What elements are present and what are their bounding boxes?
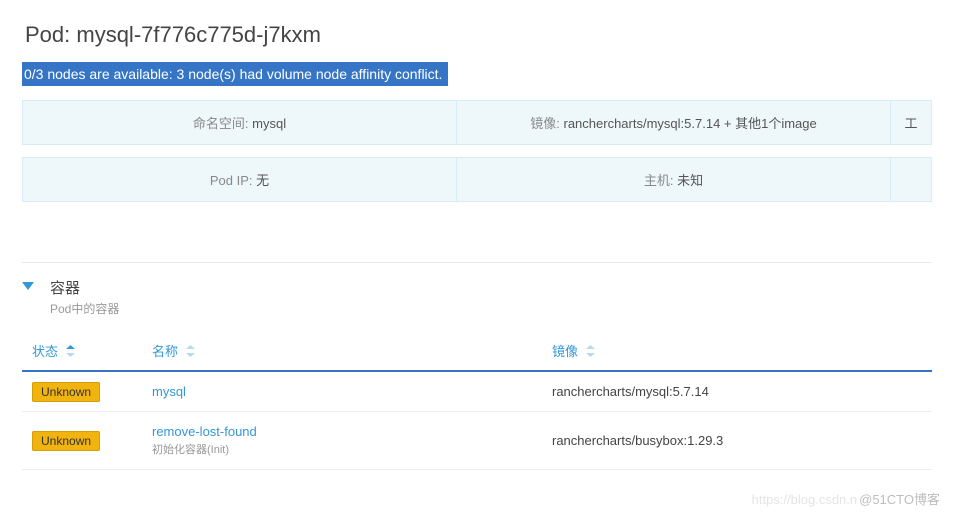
title-prefix: Pod: bbox=[25, 22, 76, 47]
info-row-2: Pod IP: 无 主机: 未知 bbox=[22, 157, 932, 202]
cell-name: mysql bbox=[142, 371, 542, 412]
status-badge: Unknown bbox=[32, 382, 100, 402]
sort-icon bbox=[66, 345, 75, 360]
info-empty bbox=[891, 158, 931, 201]
info-podip: Pod IP: 无 bbox=[23, 158, 457, 201]
info-row-1: 命名空间: mysql 镜像: ranchercharts/mysql:5.7.… bbox=[22, 100, 932, 145]
watermark: https://blog.csdn.n@51CTO博客 bbox=[752, 489, 940, 508]
collapse-toggle-icon[interactable] bbox=[22, 279, 34, 295]
info-namespace: 命名空间: mysql bbox=[23, 101, 457, 144]
info-host: 主机: 未知 bbox=[457, 158, 891, 201]
containers-table: 状态 名称 镜像 bbox=[22, 333, 932, 470]
cell-status: Unknown bbox=[22, 412, 142, 470]
host-value: 未知 bbox=[677, 173, 703, 188]
containers-section: 容器 Pod中的容器 状态 名称 镜像 bbox=[22, 262, 932, 470]
section-subtitle: Pod中的容器 bbox=[50, 300, 932, 317]
col-status[interactable]: 状态 bbox=[22, 333, 142, 371]
watermark-faint: https://blog.csdn.n bbox=[752, 492, 858, 507]
info-image: 镜像: ranchercharts/mysql:5.7.14 + 其他1个ima… bbox=[457, 101, 891, 144]
cell-name: remove-lost-found 初始化容器(Init) bbox=[142, 412, 542, 470]
col-image-label: 镜像 bbox=[552, 344, 578, 359]
image-value: ranchercharts/mysql:5.7.14 + 其他1个image bbox=[564, 116, 817, 131]
section-header: 容器 Pod中的容器 bbox=[22, 273, 932, 331]
page-title: Pod: mysql-7f776c775d-j7kxm bbox=[0, 0, 954, 62]
cell-image: ranchercharts/mysql:5.7.14 bbox=[542, 371, 932, 412]
col-name-label: 名称 bbox=[152, 344, 178, 359]
image-label: 镜像: bbox=[530, 116, 560, 131]
cell-image: ranchercharts/busybox:1.29.3 bbox=[542, 412, 932, 470]
podip-label: Pod IP: bbox=[210, 173, 253, 188]
table-row[interactable]: Unknown mysql ranchercharts/mysql:5.7.14 bbox=[22, 371, 932, 412]
status-badge: Unknown bbox=[32, 431, 100, 451]
podip-value: 无 bbox=[256, 173, 269, 188]
namespace-value: mysql bbox=[252, 116, 286, 131]
info-truncated: 工 bbox=[891, 101, 931, 144]
col-status-label: 状态 bbox=[32, 344, 58, 359]
container-name-sub: 初始化容器(Init) bbox=[152, 441, 532, 457]
namespace-label: 命名空间: bbox=[193, 116, 249, 131]
container-name-link[interactable]: remove-lost-found bbox=[152, 424, 257, 439]
error-banner: 0/3 nodes are available: 3 node(s) had v… bbox=[22, 62, 448, 86]
sort-icon bbox=[586, 345, 595, 360]
table-header-row: 状态 名称 镜像 bbox=[22, 333, 932, 371]
host-label: 主机: bbox=[644, 173, 674, 188]
sort-icon bbox=[186, 345, 195, 360]
pod-name: mysql-7f776c775d-j7kxm bbox=[76, 22, 321, 47]
watermark-main: @51CTO博客 bbox=[859, 492, 940, 507]
table-row[interactable]: Unknown remove-lost-found 初始化容器(Init) ra… bbox=[22, 412, 932, 470]
container-name-link[interactable]: mysql bbox=[152, 384, 186, 399]
col-name[interactable]: 名称 bbox=[142, 333, 542, 371]
cell-status: Unknown bbox=[22, 371, 142, 412]
col-image[interactable]: 镜像 bbox=[542, 333, 932, 371]
section-title: 容器 bbox=[50, 277, 932, 298]
